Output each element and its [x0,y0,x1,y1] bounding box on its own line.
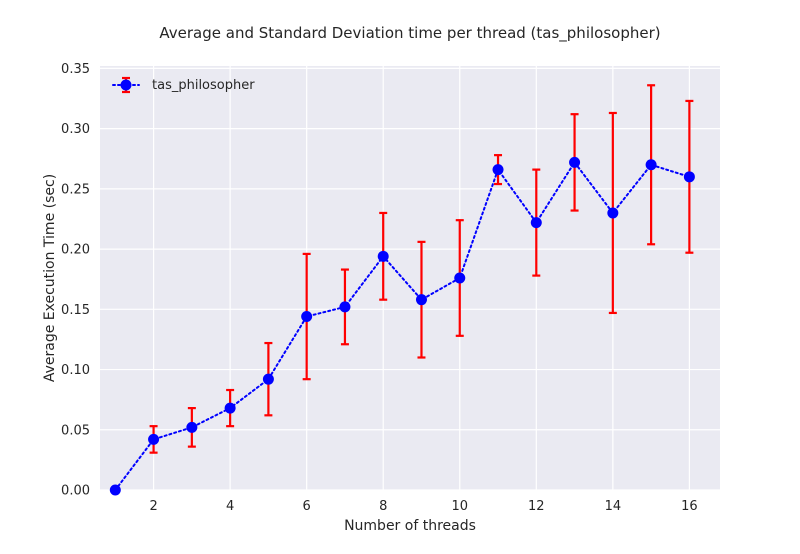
data-point [530,217,542,229]
y-tick-label: 0.00 [61,484,90,499]
data-point [148,433,160,445]
data-point [109,484,121,496]
x-tick-label: 16 [681,499,698,514]
tick-labels: 2 4 6 8 10 12 14 16 0.00 0.05 0.10 0.15 0.20 0.25 0.30… [61,62,698,514]
y-tick-label: 0.15 [61,303,90,318]
legend-label: tas_philosopher [152,78,255,93]
data-point [492,164,504,176]
data-point [262,373,274,385]
data-point [683,171,695,183]
legend-marker [120,79,132,91]
y-tick-label: 0.05 [61,423,90,438]
x-tick-label: 2 [149,499,157,514]
y-axis-label: Average Execution Time (sec) [42,174,58,382]
y-tick-label: 0.25 [61,182,90,197]
data-point [224,402,236,414]
data-point [186,421,198,433]
data-point [645,159,657,171]
x-tick-label: 6 [303,499,311,514]
y-tick-label: 0.30 [61,122,90,137]
x-axis-label: Number of threads [344,518,476,534]
data-point [415,294,427,306]
data-point [377,250,389,262]
series-line [114,160,691,491]
y-tick-label: 0.35 [61,62,90,77]
legend: tas_philosopher [112,76,255,94]
data-point [301,311,313,323]
chart-title: Average and Standard Deviation time per … [159,24,660,43]
data-point [607,207,619,219]
plot-area [100,66,720,490]
y-tick-label: 0.20 [61,243,90,258]
data-series [109,84,695,496]
x-tick-label: 14 [605,499,622,514]
x-tick-label: 10 [451,499,468,514]
x-tick-label: 12 [528,499,545,514]
data-point [339,301,351,313]
data-point [569,156,581,168]
x-tick-label: 4 [226,499,234,514]
x-tick-label: 8 [379,499,387,514]
y-tick-label: 0.10 [61,363,90,378]
data-point [454,272,466,284]
